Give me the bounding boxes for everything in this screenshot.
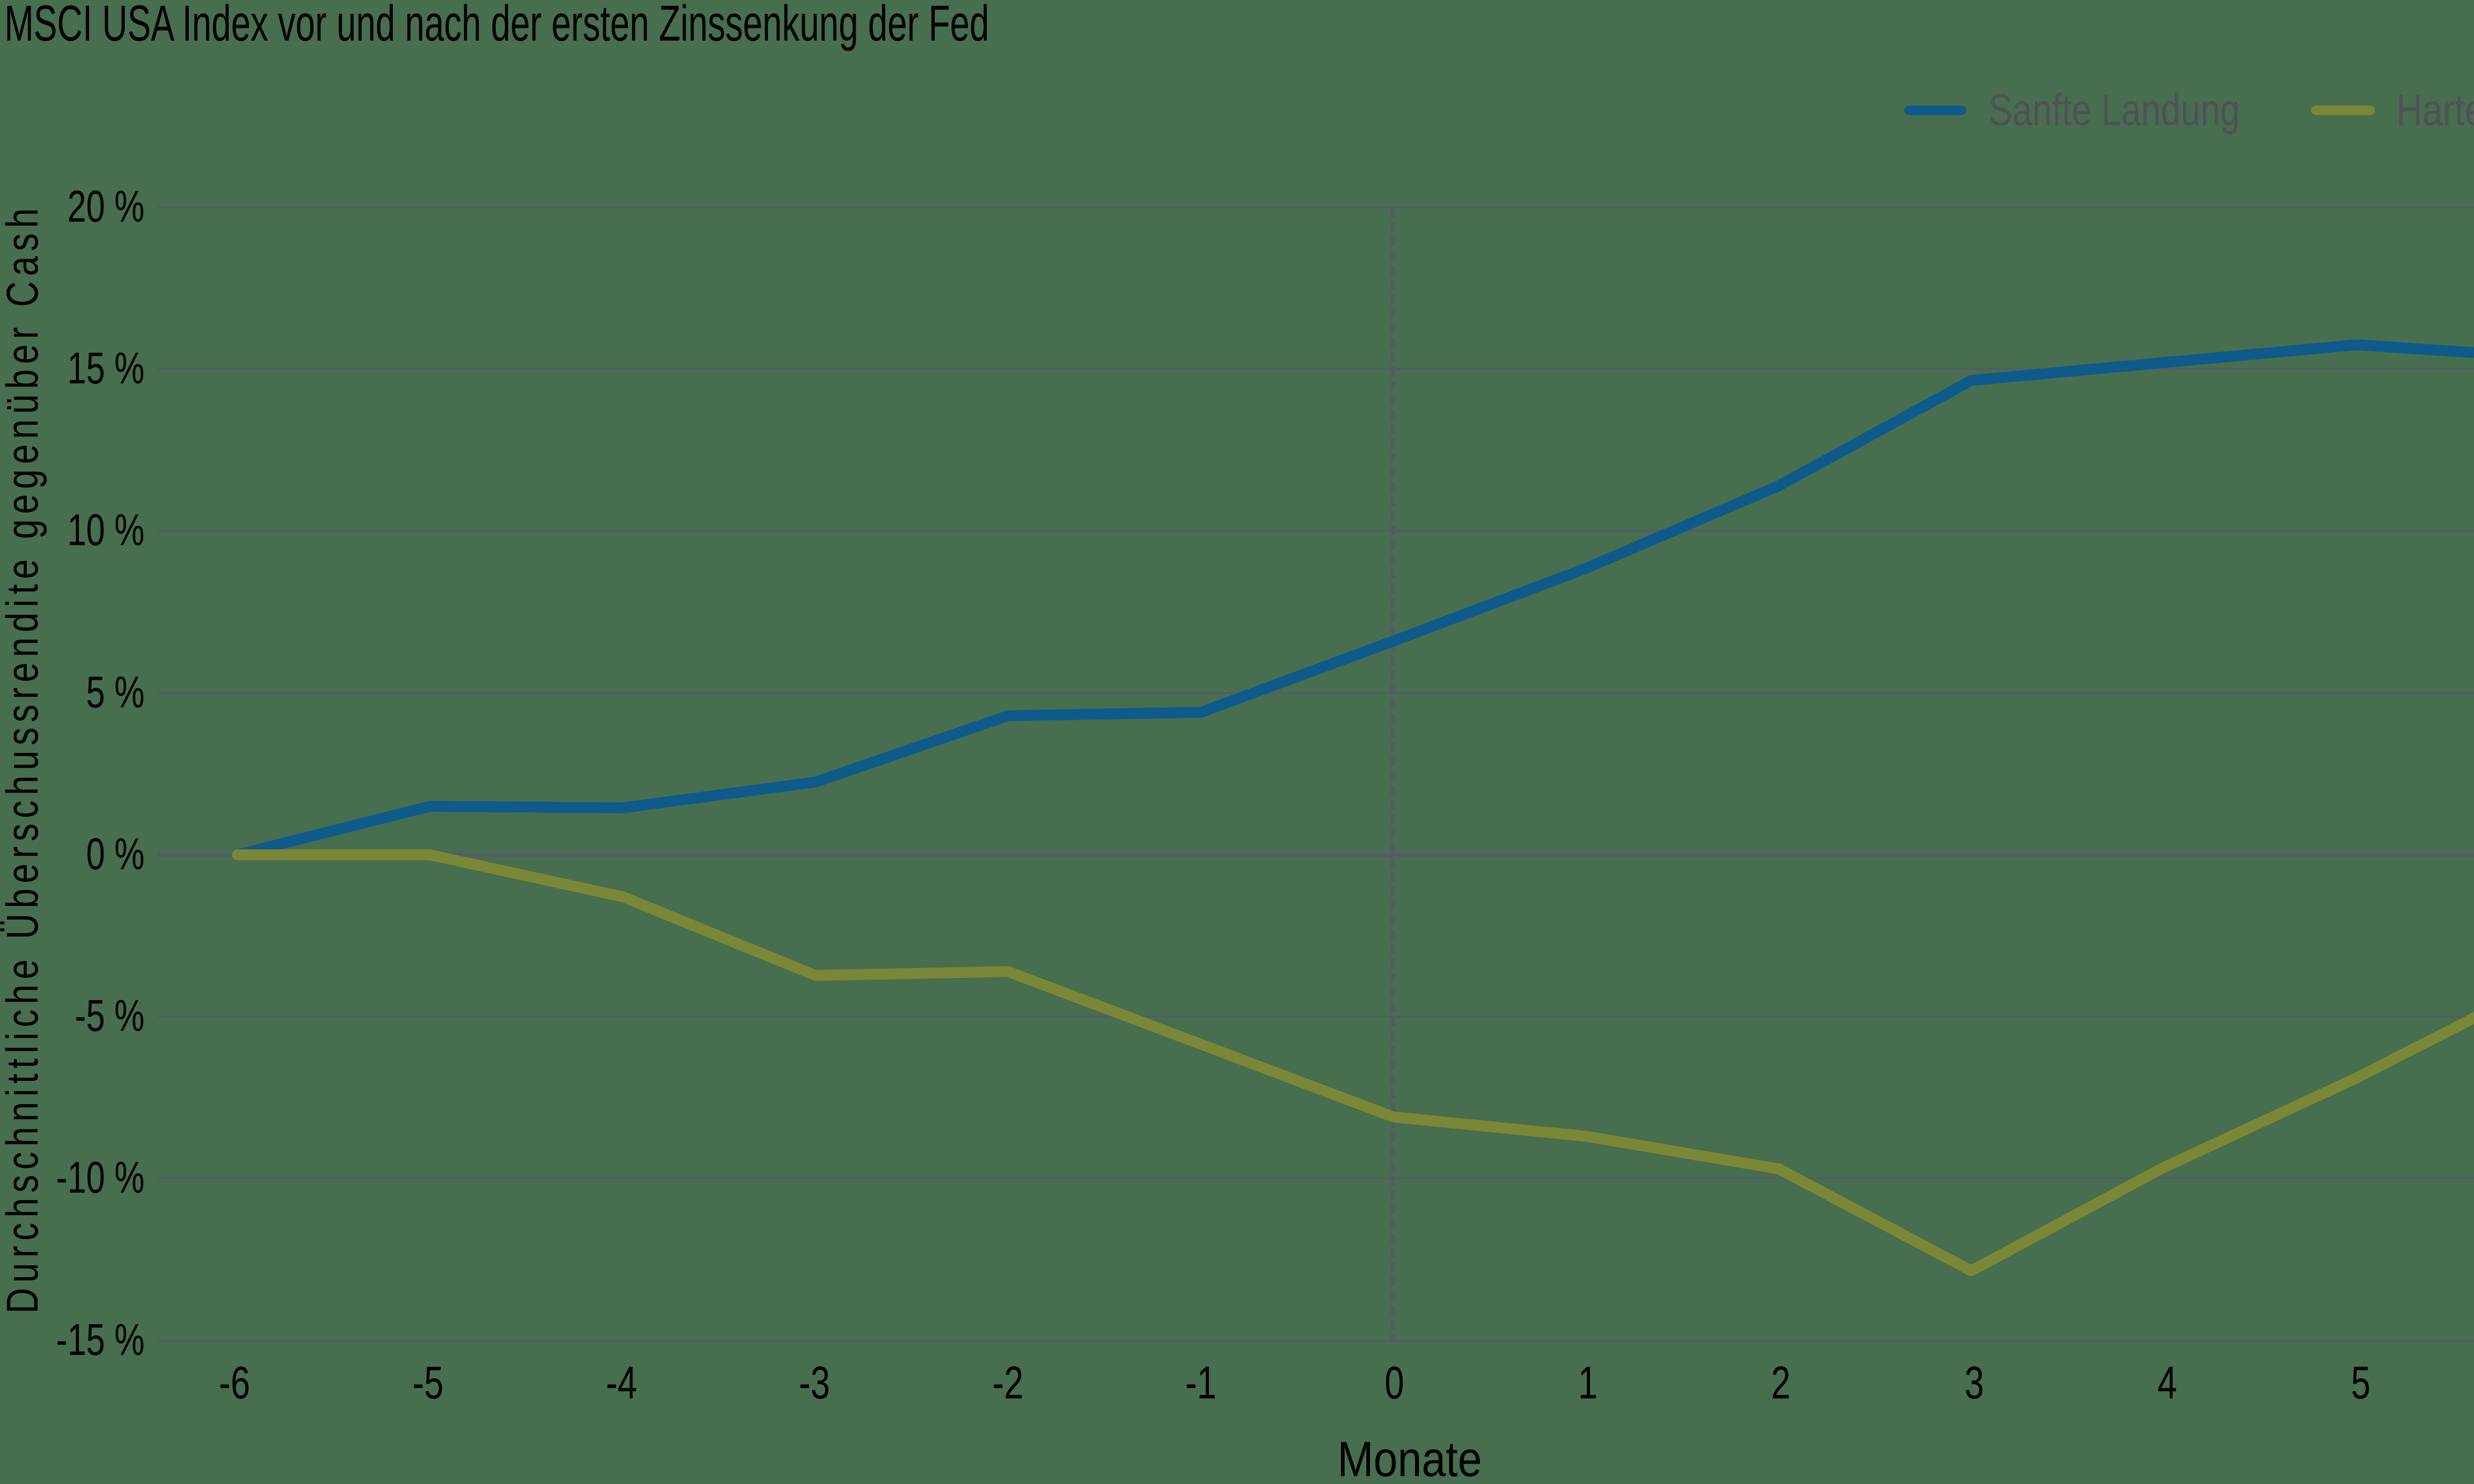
svg-text:Monate: Monate [1337, 1432, 1482, 1484]
svg-text:-2: -2 [993, 1357, 1024, 1409]
svg-text:Harte Landung: Harte Landung [2396, 86, 2474, 135]
svg-text:2: 2 [1771, 1357, 1790, 1409]
svg-text:15 %: 15 % [67, 343, 144, 393]
svg-text:-5 %: -5 % [75, 991, 144, 1040]
svg-text:Sanfte Landung: Sanfte Landung [1989, 86, 2240, 135]
svg-text:0 %: 0 % [86, 829, 144, 879]
svg-text:0: 0 [1384, 1357, 1404, 1409]
svg-text:1: 1 [1578, 1357, 1597, 1409]
svg-text:-15 %: -15 % [56, 1315, 144, 1364]
svg-text:-5: -5 [413, 1357, 444, 1409]
svg-text:3: 3 [1964, 1357, 1984, 1409]
svg-text:-4: -4 [606, 1357, 637, 1409]
svg-text:20 %: 20 % [67, 182, 144, 231]
svg-text:4: 4 [2157, 1357, 2177, 1409]
svg-text:-6: -6 [219, 1357, 250, 1409]
svg-text:10 %: 10 % [67, 505, 144, 555]
svg-text:5 %: 5 % [86, 667, 144, 717]
svg-text:-10 %: -10 % [56, 1153, 144, 1202]
svg-text:-1: -1 [1186, 1357, 1217, 1409]
svg-text:5: 5 [2351, 1357, 2370, 1409]
svg-text:-3: -3 [799, 1357, 830, 1409]
svg-text:MSCI USA Index vor und nach de: MSCI USA Index vor und nach der ersten Z… [4, 0, 989, 51]
